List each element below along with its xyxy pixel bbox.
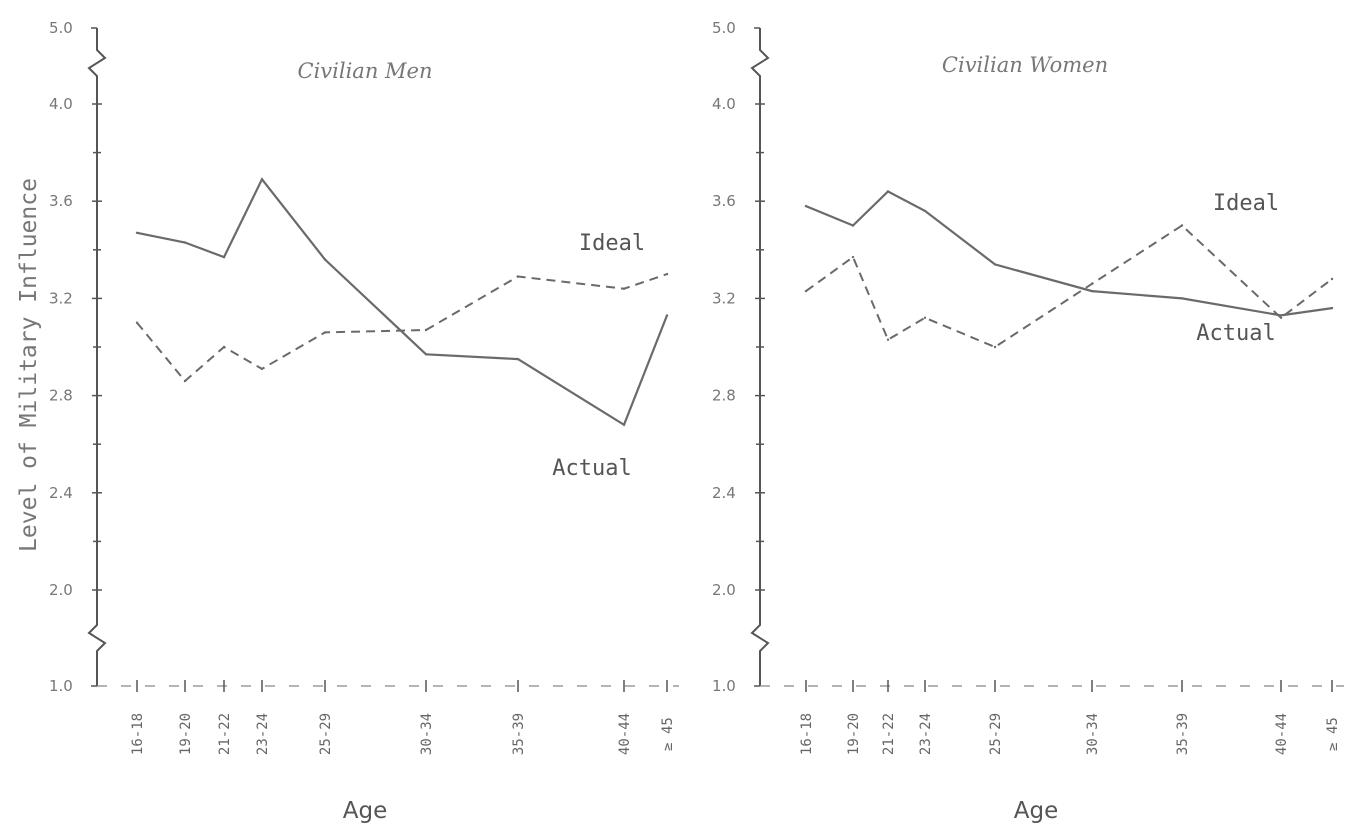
data-point-ideal [1279, 316, 1283, 319]
series-label-actual: Actual [1196, 321, 1275, 346]
x-tick-label: 23-24 [918, 713, 934, 755]
data-point-actual [516, 357, 520, 361]
data-point-ideal [222, 345, 226, 349]
y-tick-label: 3.2 [712, 289, 736, 307]
series-line-actual [136, 177, 669, 427]
x-tick-label: 21-22 [881, 713, 897, 755]
chart-panel-civilian-women: 1.0 2.0 2.4 2.8 3.2 3.6 4.0 5.0 16-18 19-20 21-22 2… [712, 19, 1344, 824]
data-point-ideal [993, 345, 997, 349]
y-axis-line [87, 28, 107, 686]
x-tick-label: 21-22 [217, 713, 233, 755]
series-label-ideal: Ideal [1213, 191, 1279, 216]
x-tick-label: 19-20 [846, 713, 862, 755]
x-tick-label: ≥ 45 [660, 717, 676, 751]
data-point-ideal [516, 275, 520, 278]
data-point-ideal [183, 379, 187, 383]
x-tick-label: 19-20 [178, 713, 194, 755]
data-point-actual [886, 190, 890, 193]
data-point-actual [1090, 289, 1094, 293]
x-tick-label: 35-39 [1175, 713, 1191, 755]
y-tick-label: 2.8 [49, 387, 73, 405]
data-point-ideal [804, 289, 808, 293]
panel-title: Civilian Women [942, 53, 1108, 77]
data-point-actual [622, 423, 626, 426]
y-tick-label: 2.4 [712, 484, 736, 502]
data-point-actual [222, 255, 226, 259]
data-point-ideal [424, 328, 428, 332]
y-tick-label: 2.0 [712, 581, 736, 599]
data-point-actual [1330, 306, 1334, 310]
data-point-ideal [622, 287, 626, 290]
y-tick-label: 1.0 [712, 677, 736, 695]
x-tick-label: 40-44 [617, 713, 633, 755]
y-axis-line [750, 28, 770, 686]
data-point-ideal [323, 331, 327, 334]
data-point-actual [804, 204, 808, 208]
data-point-actual [923, 209, 927, 213]
data-point-ideal [851, 255, 855, 259]
x-tick-label: 30-34 [419, 713, 435, 755]
data-point-actual [424, 353, 428, 356]
y-tick-label: 4.0 [49, 95, 73, 113]
y-tick-label: 1.0 [49, 677, 73, 695]
y-axis-title: Level of Military Influence [16, 178, 42, 552]
x-tick-label: 25-29 [318, 713, 334, 755]
series-label-ideal: Ideal [579, 231, 645, 256]
data-point-ideal [1180, 224, 1184, 227]
x-tick-label: ≥ 45 [1325, 717, 1341, 751]
x-tick-label: 16-18 [799, 713, 815, 755]
chart-panel-civilian-men: 1.0 2.0 2.4 2.8 3.2 3.6 4.0 5.0 16-18 19-20 21-22 2… [49, 19, 679, 824]
data-point-ideal [1090, 282, 1094, 285]
y-tick-label: 2.4 [49, 484, 73, 502]
series-line-ideal [136, 273, 668, 383]
x-tick-label: 23-24 [255, 713, 271, 755]
data-point-ideal [886, 338, 890, 341]
y-tick-label: 3.2 [49, 289, 73, 307]
data-point-actual [1180, 297, 1184, 300]
panel-title: Civilian Men [298, 59, 433, 83]
data-point-actual [993, 263, 997, 266]
y-tick-label: 5.0 [49, 19, 73, 37]
data-point-ideal [665, 272, 669, 276]
x-tick-label: 40-44 [1274, 713, 1290, 755]
data-point-actual [260, 178, 264, 181]
x-tick-label: 25-29 [988, 713, 1004, 755]
data-point-ideal [260, 367, 264, 371]
data-point-actual [183, 241, 187, 244]
x-tick-label: 16-18 [130, 713, 146, 755]
y-tick-label: 2.8 [712, 387, 736, 405]
y-tick-label: 3.6 [49, 192, 73, 210]
y-tick-label: 5.0 [712, 19, 736, 37]
data-point-actual [665, 314, 669, 317]
x-axis-title: Age [1014, 798, 1058, 824]
x-tick-label: 35-39 [511, 713, 527, 755]
data-point-actual [135, 231, 139, 234]
y-tick-label: 4.0 [712, 95, 736, 113]
series-label-actual: Actual [552, 456, 631, 481]
data-point-actual [851, 224, 855, 227]
data-point-ideal [923, 316, 927, 319]
y-tick-label: 3.6 [712, 192, 736, 210]
data-point-ideal [135, 321, 139, 324]
data-point-ideal [1330, 277, 1334, 281]
x-axis-title: Age [343, 798, 387, 824]
x-tick-label: 30-34 [1085, 713, 1101, 755]
data-point-actual [323, 258, 327, 261]
y-tick-label: 2.0 [49, 581, 73, 599]
